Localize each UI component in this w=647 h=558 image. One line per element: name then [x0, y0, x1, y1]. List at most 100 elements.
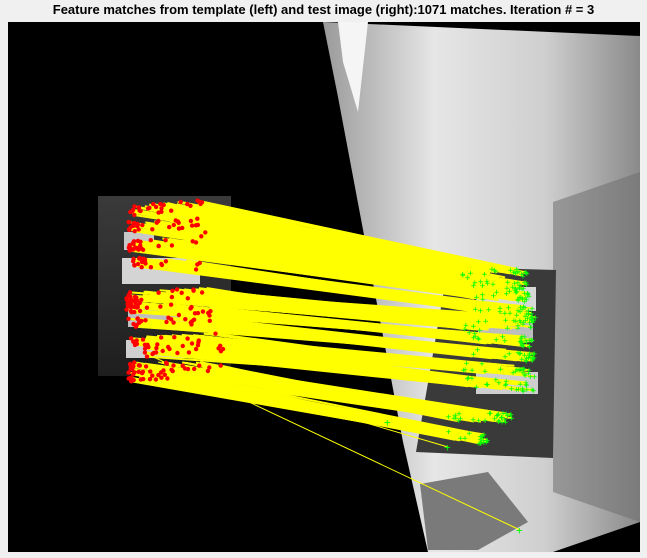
template-keypoint	[148, 265, 154, 270]
test-keypoint: +	[521, 387, 527, 397]
test-keypoint: +	[505, 278, 511, 288]
test-keypoint: +	[530, 386, 536, 396]
test-keypoint: +	[528, 323, 534, 333]
test-keypoint: +	[464, 359, 470, 369]
test-keypoint: +	[503, 316, 509, 326]
template-keypoint	[132, 204, 137, 209]
test-keypoint: +	[526, 366, 532, 376]
test-keypoint: +	[478, 435, 484, 445]
template-keypoint	[168, 302, 174, 307]
template-keypoint	[126, 220, 132, 225]
test-keypoint: +	[512, 268, 518, 278]
test-keypoint: +	[522, 351, 528, 361]
test-keypoint: +	[518, 338, 524, 348]
test-keypoint: +	[527, 353, 533, 363]
template-keypoint	[134, 338, 139, 343]
test-keypoint: +	[500, 332, 506, 342]
test-keypoint: +	[527, 342, 533, 352]
template-keypoint	[179, 290, 184, 295]
test-keypoint: +	[515, 322, 521, 332]
test-keypoint: +	[510, 283, 516, 293]
template-keypoint	[141, 376, 146, 382]
test-keypoint: +	[479, 434, 485, 444]
template-keypoint	[151, 201, 156, 207]
test-keypoint: +	[524, 385, 530, 395]
test-keypoint: +	[523, 336, 529, 346]
test-keypoint: +	[513, 285, 519, 295]
template-keypoint	[207, 365, 212, 370]
template-keypoint	[143, 364, 149, 369]
test-keypoint: +	[519, 337, 525, 347]
template-keypoint	[131, 259, 136, 264]
template-keypoint	[180, 225, 185, 231]
test-keypoint: +	[491, 292, 497, 302]
test-keypoint: +	[512, 279, 518, 289]
test-keypoint: +	[520, 272, 526, 282]
test-keypoint: +	[529, 316, 535, 326]
template-keypoint	[126, 370, 131, 375]
outlier-match-line	[147, 366, 389, 423]
test-keypoint: +	[479, 438, 485, 448]
test-keypoint: +	[466, 374, 472, 384]
test-keypoint: +	[473, 305, 479, 315]
template-keypoint	[126, 316, 131, 321]
test-keypoint: +	[532, 350, 538, 360]
template-keypoint	[131, 372, 136, 377]
test-keypoint: +	[526, 354, 532, 364]
test-keypoint: +	[520, 294, 526, 304]
test-keypoint: +	[525, 314, 531, 324]
template-keypoint	[169, 317, 174, 322]
test-keypoint: +	[484, 438, 490, 448]
test-keypoint: +	[481, 438, 487, 448]
template-keypoint	[136, 363, 142, 368]
template-keypoint	[137, 308, 143, 314]
test-keypoint: +	[517, 281, 523, 291]
test-keypoint: +	[492, 266, 498, 276]
template-keypoint	[176, 312, 182, 318]
test-keypoint: +	[479, 360, 485, 370]
test-keypoint: +	[494, 411, 500, 421]
match-line	[161, 371, 482, 444]
test-keypoint: +	[521, 365, 527, 375]
test-keypoint: +	[469, 366, 475, 376]
match-line	[132, 248, 484, 301]
test-keypoint: +	[518, 349, 524, 359]
test-keypoint: +	[460, 271, 466, 281]
test-keypoint: +	[462, 434, 468, 444]
test-keypoint: +	[506, 304, 512, 314]
test-keypoint: +	[519, 341, 525, 351]
match-line	[188, 291, 492, 324]
match-line	[201, 201, 520, 273]
test-keypoint: +	[500, 409, 506, 419]
template-keypoint	[161, 202, 166, 208]
test-keypoint: +	[484, 277, 490, 287]
test-keypoint: +	[530, 354, 536, 364]
test-keypoint: +	[519, 305, 525, 315]
test-keypoint: +	[521, 318, 527, 328]
template-keypoint	[134, 305, 139, 310]
test-keypoint: +	[480, 282, 486, 292]
template-keypoint	[205, 368, 211, 374]
test-keypoint: +	[458, 434, 464, 444]
test-keypoint: +	[463, 321, 469, 331]
test-keypoint: +	[517, 284, 523, 294]
test-keypoint: +	[522, 371, 528, 381]
test-keypoint: +	[476, 439, 482, 449]
test-keypoint: +	[526, 307, 532, 317]
test-keypoint: +	[451, 414, 457, 424]
template-keypoint	[203, 230, 208, 235]
test-keypoint: +	[514, 265, 520, 275]
test-keypoint: +	[485, 437, 491, 447]
test-keypoint: +	[522, 289, 528, 299]
test-keypoint: +	[527, 292, 533, 302]
test-keypoint: +	[504, 410, 510, 420]
test-keypoint: +	[526, 369, 532, 379]
test-keypoint: +	[519, 270, 525, 280]
template-keypoint	[151, 350, 156, 356]
test-keypoint: +	[521, 342, 527, 352]
test-keypoint: +	[530, 318, 536, 328]
test-keypoint: +	[503, 418, 509, 428]
test-keypoint: +	[502, 416, 508, 426]
template-keypoint	[159, 375, 164, 380]
template-keypoint	[130, 247, 136, 252]
